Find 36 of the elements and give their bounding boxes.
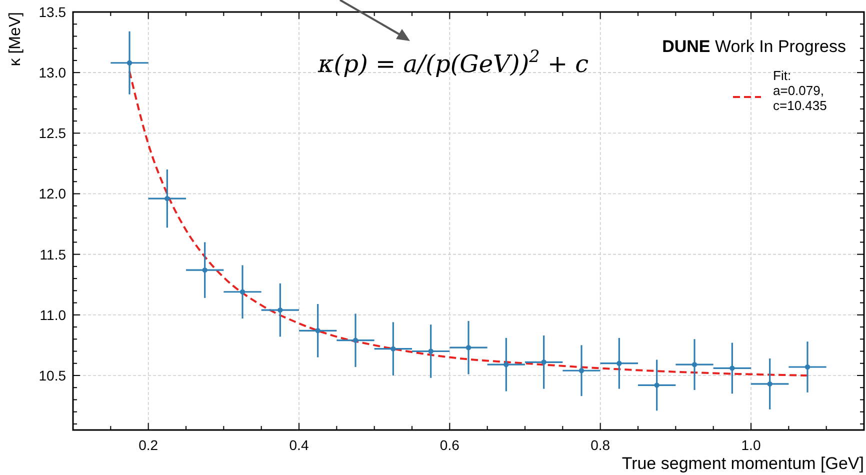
y-tick-label: 13.5 (38, 4, 66, 20)
point (767, 381, 772, 387)
y-tick-label: 12.5 (38, 125, 66, 142)
point (428, 348, 434, 354)
legend-label: Fit: a=0.079, c=10.435 (773, 68, 827, 113)
x-tick-label: 0.2 (138, 437, 158, 453)
point (278, 307, 283, 313)
y-tick-label: 13.0 (38, 64, 66, 81)
y-tick-label: 12.0 (38, 186, 66, 202)
y-tick-label: 11.0 (40, 306, 66, 323)
x-tick-label: 0.8 (590, 437, 610, 453)
annotation: κ(p) = a/(p(GeV))$^{2}$ + c (317, 46, 589, 78)
point (126, 60, 132, 66)
point (616, 360, 622, 366)
point (541, 360, 546, 365)
point (390, 346, 396, 352)
x-axis-title: True segment momentum [GeV] (622, 454, 864, 473)
point (804, 364, 810, 370)
point (352, 338, 358, 343)
point (240, 289, 246, 294)
annotation: DUNE Work In Progress (662, 37, 846, 56)
point (578, 368, 584, 374)
x-tick-label: 1.0 (741, 437, 761, 453)
point (164, 196, 170, 202)
x-tick-label: 0.4 (289, 437, 309, 453)
point (654, 382, 660, 388)
point (315, 328, 320, 334)
point (730, 366, 735, 371)
y-axis-title: κ [MeV] (7, 12, 24, 66)
y-tick-label: 11.5 (40, 246, 66, 262)
y-tick-label: 10.5 (38, 367, 66, 384)
point (466, 345, 472, 350)
point (202, 267, 208, 273)
point (692, 362, 698, 368)
point (504, 362, 509, 368)
x-tick-label: 0.6 (440, 437, 460, 453)
